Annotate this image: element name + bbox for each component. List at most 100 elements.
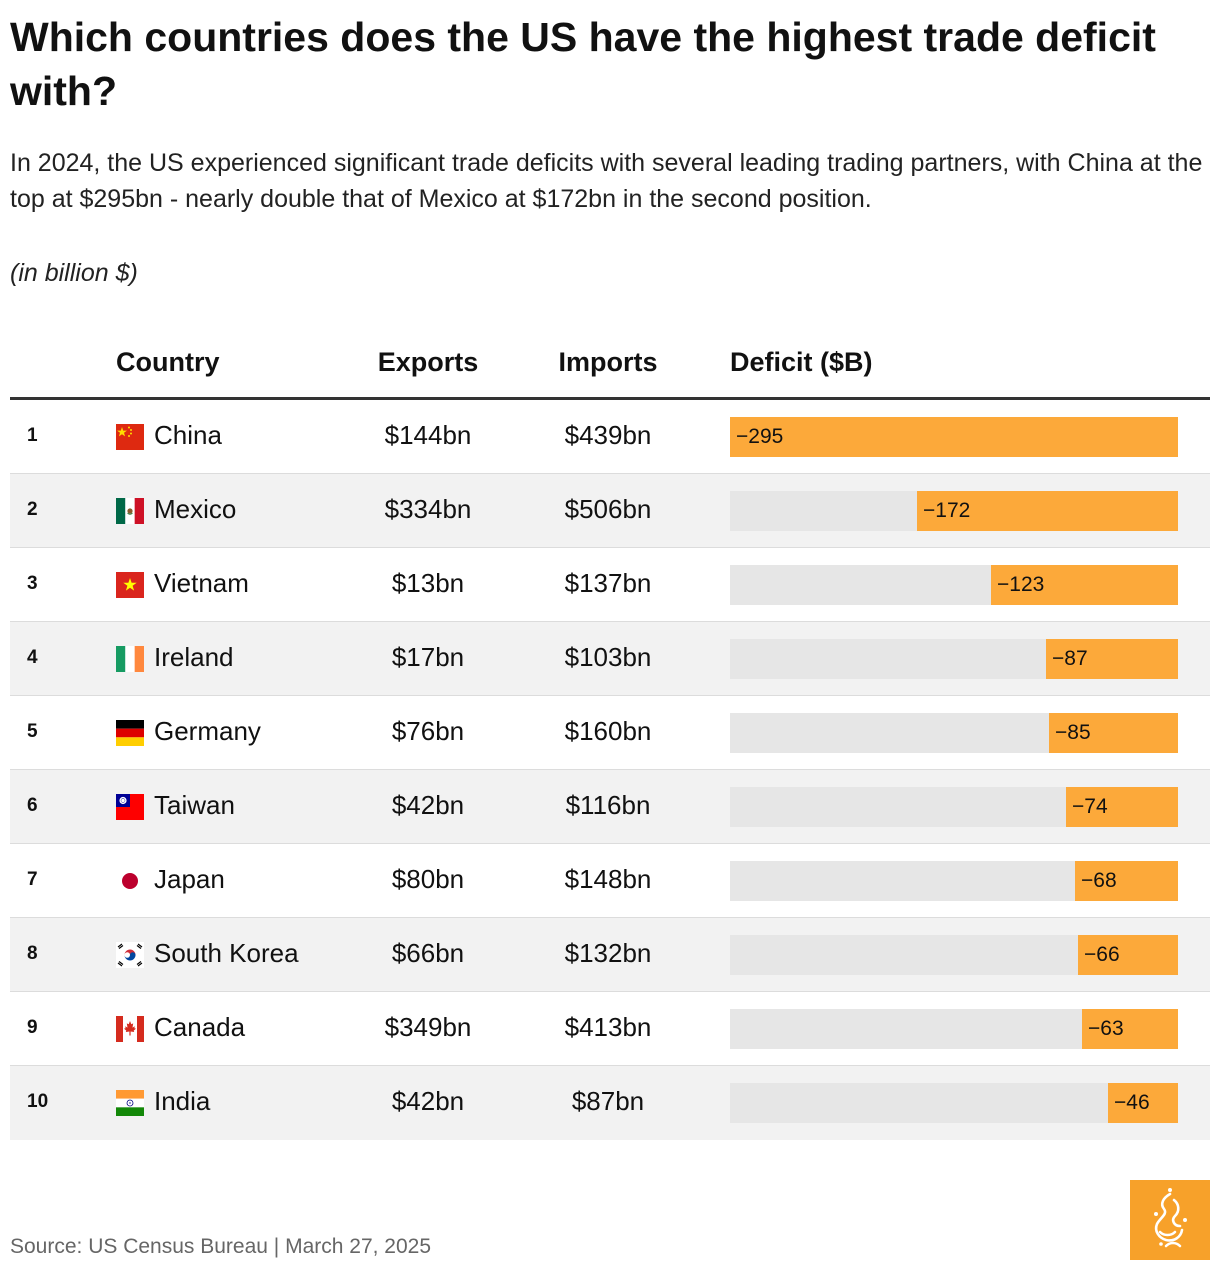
unit-note: (in billion $) — [10, 259, 138, 287]
imports-value: $132bn — [564, 938, 652, 968]
country-name: Taiwan — [154, 790, 235, 820]
exports-value: $144bn — [384, 420, 472, 450]
chart-subtitle: In 2024, the US experienced significant … — [10, 149, 1203, 213]
rank-number: 8 — [27, 943, 38, 964]
deficit-bar-track: −123 — [730, 565, 1178, 605]
deficit-label: −74 — [1072, 795, 1108, 818]
country-name: Canada — [154, 1012, 246, 1042]
table-row: 6 Taiwan $42bn $116bn −74 — [10, 770, 1210, 844]
deficit-bar: −87 — [1046, 639, 1178, 679]
table-row: 3 Vietnam $13bn $137bn −123 — [10, 548, 1210, 622]
imports-value: $148bn — [564, 864, 652, 894]
column-header-deficit: Deficit ($B) — [730, 347, 873, 377]
source-note: Source: US Census Bureau | March 27, 202… — [10, 1235, 432, 1258]
rank-number: 9 — [27, 1017, 38, 1038]
deficit-label: −68 — [1081, 869, 1117, 892]
deficit-bar-track: −87 — [730, 639, 1178, 679]
deficit-bar: −295 — [730, 417, 1178, 457]
table-row: 4 Ireland $17bn $103bn −87 — [10, 622, 1210, 696]
column-header-imports: Imports — [558, 347, 658, 377]
deficit-bar: −46 — [1108, 1083, 1178, 1123]
india-flag-icon — [116, 1090, 144, 1116]
rank-number: 1 — [27, 425, 38, 446]
table-row: 2 Mexico $334bn $506bn −172 — [10, 474, 1210, 548]
country-name: China — [154, 420, 222, 450]
country-name: Vietnam — [154, 568, 249, 598]
deficit-table: Country Exports Imports Deficit ($B) 1 Ch… — [10, 330, 1210, 1140]
deficit-label: −295 — [736, 425, 784, 448]
deficit-bar: −68 — [1075, 861, 1178, 901]
country-name: Ireland — [154, 642, 234, 672]
exports-value: $349bn — [384, 1012, 472, 1042]
column-header-country: Country — [116, 347, 220, 377]
deficit-bar-track: −85 — [730, 713, 1178, 753]
imports-value: $103bn — [564, 642, 652, 672]
deficit-label: −63 — [1088, 1017, 1124, 1040]
deficit-bar: −123 — [991, 565, 1178, 605]
deficit-label: −172 — [923, 499, 971, 522]
deficit-label: −87 — [1052, 647, 1088, 670]
deficit-label: −46 — [1114, 1091, 1150, 1114]
canada-flag-icon — [116, 1016, 144, 1042]
al-jazeera-logo-icon — [1130, 1180, 1210, 1260]
imports-value: $137bn — [564, 568, 652, 598]
rank-number: 5 — [27, 721, 38, 742]
table-row: 1 China $144bn $439bn −295 — [10, 400, 1210, 474]
country-name: Mexico — [154, 494, 237, 524]
rank-number: 3 — [27, 573, 38, 594]
deficit-label: −123 — [997, 573, 1045, 596]
rank-number: 4 — [27, 647, 38, 668]
ireland-flag-icon — [116, 646, 144, 672]
mexico-flag-icon — [116, 498, 144, 524]
rank-number: 2 — [27, 499, 38, 520]
exports-value: $66bn — [391, 938, 465, 968]
table-row: 5 Germany $76bn $160bn −85 — [10, 696, 1210, 770]
deficit-bar: −63 — [1082, 1009, 1178, 1049]
country-name: South Korea — [154, 938, 299, 968]
deficit-bar-track: −63 — [730, 1009, 1178, 1049]
exports-value: $42bn — [391, 790, 465, 820]
imports-value: $160bn — [564, 716, 652, 746]
south-korea-flag-icon — [116, 942, 144, 968]
deficit-bar: −74 — [1066, 787, 1178, 827]
deficit-bar-track: −172 — [730, 491, 1178, 531]
imports-value: $87bn — [571, 1086, 645, 1116]
country-name: Germany — [154, 716, 261, 746]
exports-value: $80bn — [391, 864, 465, 894]
imports-value: $413bn — [564, 1012, 652, 1042]
deficit-bar-track: −66 — [730, 935, 1178, 975]
country-name: Japan — [154, 864, 225, 894]
rank-number: 10 — [27, 1091, 49, 1112]
deficit-label: −66 — [1084, 943, 1120, 966]
table-row: 9 Canada $349bn $413bn −63 — [10, 992, 1210, 1066]
japan-flag-icon — [116, 868, 144, 894]
deficit-bar-track: −295 — [730, 417, 1178, 457]
deficit-bar: −172 — [917, 491, 1178, 531]
exports-value: $76bn — [391, 716, 465, 746]
chart-title: Which countries does the US have the hig… — [10, 14, 1156, 114]
deficit-bar-track: −68 — [730, 861, 1178, 901]
imports-value: $506bn — [564, 494, 652, 524]
table-row: 8 South Korea $66bn $132bn −66 — [10, 918, 1210, 992]
deficit-bar-track: −74 — [730, 787, 1178, 827]
exports-value: $13bn — [391, 568, 465, 598]
table-header: Country Exports Imports Deficit ($B) — [10, 330, 1210, 400]
rank-number: 6 — [27, 795, 38, 816]
deficit-bar-track: −46 — [730, 1083, 1178, 1123]
deficit-label: −85 — [1055, 721, 1091, 744]
country-name: India — [154, 1086, 211, 1116]
exports-value: $334bn — [384, 494, 472, 524]
table-body: 1 China $144bn $439bn −295 2 Mexico $334bn $506b… — [10, 400, 1210, 1140]
exports-value: $42bn — [391, 1086, 465, 1116]
column-header-exports: Exports — [377, 347, 479, 377]
taiwan-flag-icon — [116, 794, 144, 820]
table-row: 7 Japan $80bn $148bn −68 — [10, 844, 1210, 918]
rank-number: 7 — [27, 869, 38, 890]
imports-value: $116bn — [565, 790, 651, 820]
imports-value: $439bn — [564, 420, 652, 450]
china-flag-icon — [116, 424, 144, 450]
vietnam-flag-icon — [116, 572, 144, 598]
deficit-bar: −85 — [1049, 713, 1178, 753]
germany-flag-icon — [116, 720, 144, 746]
deficit-bar: −66 — [1078, 935, 1178, 975]
